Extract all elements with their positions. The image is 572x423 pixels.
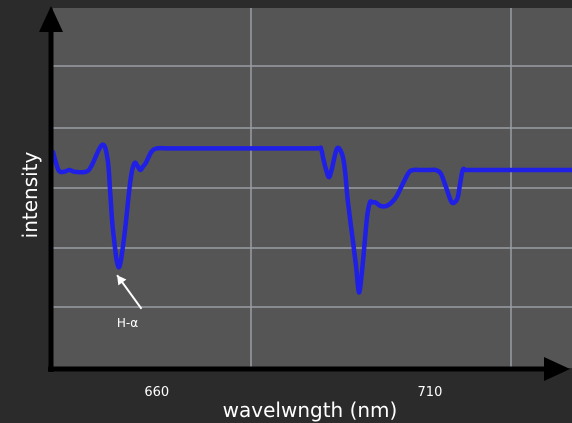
h-alpha-annotation: H-α (116, 274, 143, 330)
spectrum-line (50, 142, 572, 295)
y-axis-arrowhead (39, 6, 63, 32)
x-axis-label: wavelwngth (nm) (223, 398, 398, 422)
y-axis-label: intensity (18, 151, 42, 238)
axes (39, 6, 570, 381)
annotation-label: H-α (117, 316, 138, 330)
x-axis-arrowhead (544, 357, 570, 381)
x-tick-label-660: 660 (144, 385, 169, 400)
x-tick-labels: 660 710 (144, 385, 442, 400)
annotation-arrowhead (117, 275, 127, 286)
x-tick-label-710: 710 (418, 385, 443, 400)
